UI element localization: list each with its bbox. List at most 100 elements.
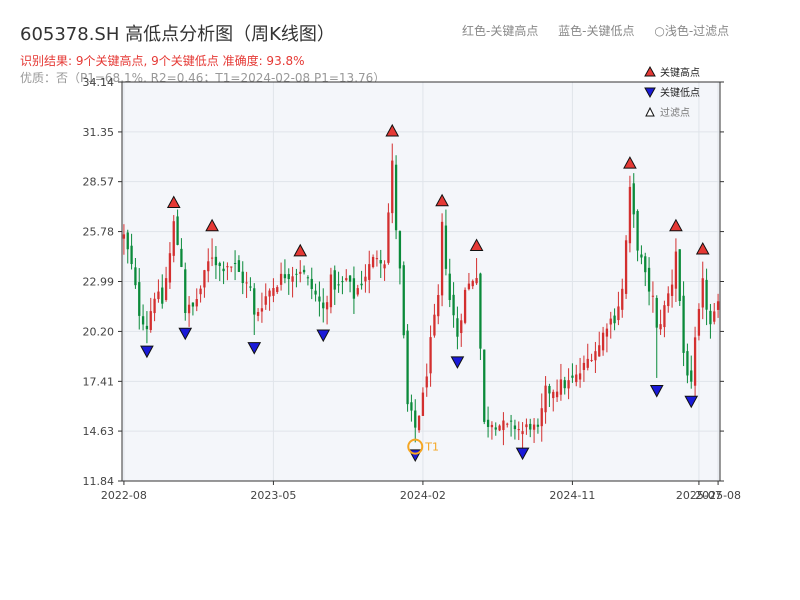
candle-body — [624, 240, 628, 294]
key-high-marker — [166, 195, 181, 209]
candle-body — [249, 286, 252, 288]
legend-low-symbol — [644, 87, 656, 99]
legend-high-label: 关键高点 — [660, 66, 700, 79]
candle-body — [256, 312, 260, 316]
key-low-marker — [450, 356, 465, 369]
candle-body — [594, 351, 597, 361]
candle-body — [417, 415, 421, 431]
candle-body — [571, 375, 574, 378]
candle-body — [674, 251, 678, 289]
candle-body — [678, 249, 681, 302]
candle-body — [690, 370, 693, 382]
candle-body — [421, 392, 425, 416]
y-tick-label: 28.57 — [83, 176, 115, 189]
legend-filtered-symbol — [645, 106, 655, 117]
candle-body — [352, 278, 356, 299]
header-legend: 红色-关键高点 蓝色-关键低点 ○浅色-过滤点 — [462, 22, 745, 39]
candle-body — [180, 248, 183, 267]
candle-body — [360, 283, 363, 286]
candle-body — [525, 424, 528, 428]
legend-high-symbol — [644, 65, 656, 77]
candle-body — [460, 320, 463, 334]
candle-body — [145, 325, 149, 330]
candle-body — [479, 273, 482, 349]
key-high-marker — [669, 218, 683, 232]
result-summary: 识别结果: 9个关键高点, 9个关键低点 准确度: 93.8% — [20, 54, 305, 68]
candle-body — [164, 278, 168, 300]
candle-body — [636, 211, 639, 251]
candle-body — [153, 298, 156, 314]
candle-body — [709, 310, 712, 325]
candle-body — [548, 385, 551, 394]
candle-body — [172, 221, 175, 256]
key-low-marker — [247, 342, 262, 355]
candle-layer — [122, 143, 720, 449]
candle-body — [563, 380, 566, 389]
candle-body — [552, 391, 555, 399]
candle-body — [582, 362, 586, 370]
candle-body — [149, 311, 152, 330]
candle-body — [195, 299, 198, 307]
key-low-marker — [684, 395, 699, 409]
candle-body — [310, 278, 313, 290]
candle-body — [663, 305, 666, 328]
candle-body — [260, 308, 264, 312]
candle-body — [391, 160, 394, 214]
candle-body — [544, 385, 547, 413]
candle-body — [456, 318, 459, 337]
candle-body — [601, 332, 605, 351]
candle-body — [567, 380, 570, 389]
candle-body — [410, 402, 413, 411]
t1-ring — [407, 438, 424, 455]
header-legend-filtered: ○浅色-过滤点 — [654, 24, 730, 38]
candle-body — [226, 266, 229, 268]
candle-body — [218, 263, 221, 266]
candle-body — [168, 253, 172, 283]
candle-body — [387, 212, 390, 263]
candle-body — [682, 295, 685, 353]
candle-body — [498, 425, 501, 431]
x-tick-label: 2023-05 — [250, 489, 296, 502]
candle-body — [333, 270, 336, 290]
candle-body — [467, 283, 471, 290]
candle-body — [578, 373, 582, 380]
candle-body — [318, 296, 321, 302]
x-tick-label: 2024-11 — [549, 489, 595, 502]
candle-body — [693, 337, 697, 386]
candle-body — [176, 216, 179, 245]
candle-body — [697, 308, 701, 336]
candle-body — [402, 265, 405, 336]
candle-body — [130, 245, 133, 265]
candle-body — [586, 358, 589, 368]
candle-body — [640, 254, 643, 258]
candle-body — [230, 266, 233, 268]
y-tick-label: 20.20 — [83, 325, 115, 338]
candle-body — [383, 264, 386, 269]
y-tick-label: 11.84 — [83, 475, 115, 488]
candle-body — [506, 423, 509, 425]
candle-body — [272, 288, 275, 296]
candle-body — [203, 270, 206, 288]
candle-body — [651, 295, 655, 297]
candle-body — [621, 288, 624, 310]
legend-filtered-label: 过滤点 — [660, 106, 690, 119]
candle-body — [716, 301, 720, 310]
candle-body — [590, 359, 593, 361]
candle-body — [613, 315, 616, 324]
candle-body — [490, 424, 494, 428]
candle-body — [161, 287, 164, 304]
candle-body — [686, 351, 689, 376]
candle-body — [253, 288, 256, 315]
candle-body — [540, 408, 543, 427]
candle-body — [483, 349, 486, 422]
candle-body — [440, 221, 444, 296]
key-high-marker — [205, 218, 219, 232]
candle-body — [341, 281, 344, 283]
candle-body — [394, 164, 398, 231]
candle-body — [598, 345, 601, 357]
candle-body — [237, 260, 241, 272]
candle-body — [295, 273, 298, 275]
candle-body — [199, 288, 202, 295]
